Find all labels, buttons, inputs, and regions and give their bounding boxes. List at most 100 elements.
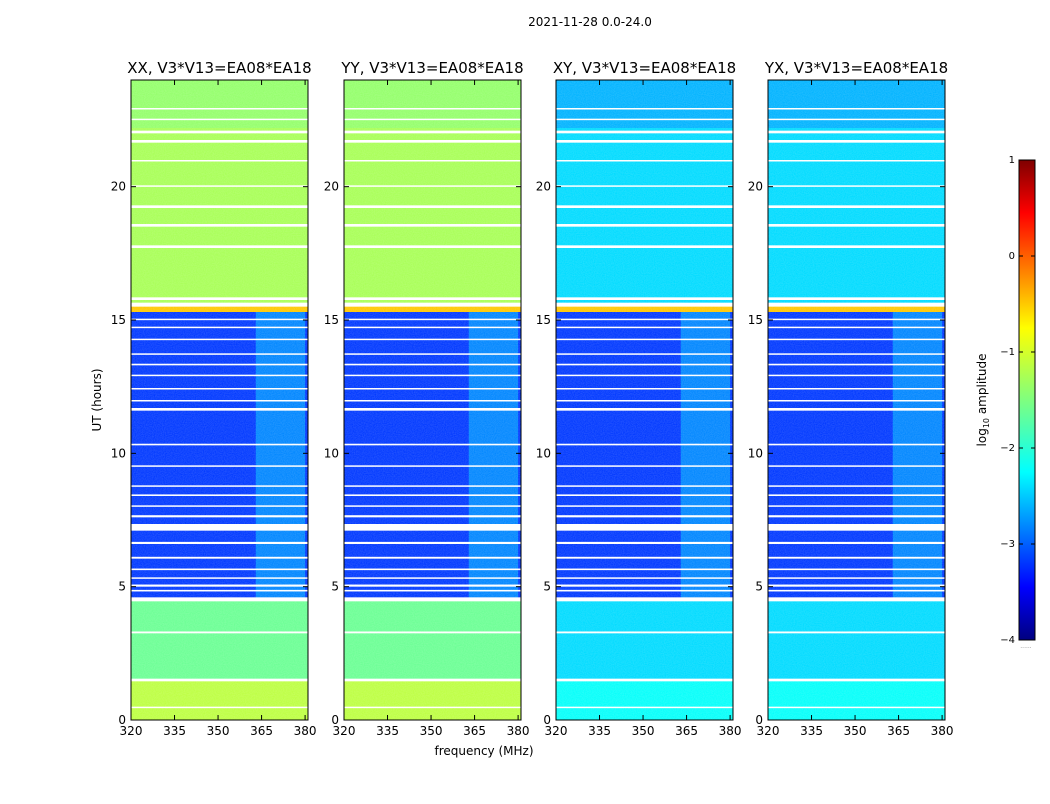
y-tick-label: 20 xyxy=(748,180,763,194)
flagged-row xyxy=(768,353,945,355)
flagged-row xyxy=(768,408,945,411)
panel-title: YY, V3*V13=EA08*EA18 xyxy=(340,59,523,77)
flagged-row xyxy=(344,584,521,587)
flagged-row xyxy=(131,706,308,709)
colorbar-tick-label: 0 xyxy=(1009,251,1015,262)
flagged-row xyxy=(768,302,945,307)
x-tick-label: 320 xyxy=(757,724,780,738)
y-tick-label: 0 xyxy=(543,713,551,727)
y-tick-label: 15 xyxy=(748,313,763,327)
flagged-row xyxy=(768,631,945,634)
flagged-row xyxy=(768,584,945,587)
flagged-row xyxy=(344,302,521,307)
flagged-row xyxy=(556,408,733,411)
flagged-row xyxy=(344,326,521,329)
x-tick-label: 335 xyxy=(800,724,823,738)
x-tick-label: 320 xyxy=(120,724,143,738)
flagged-row xyxy=(768,205,945,208)
y-tick-label: 5 xyxy=(755,580,763,594)
flagged-row xyxy=(131,597,308,602)
flagged-row xyxy=(131,589,308,592)
panel-2: YY, V3*V13=EA08*EA18 320 335 350 365 380 0 5 10 1… xyxy=(324,59,530,738)
flagged-row xyxy=(768,505,945,507)
flagged-row xyxy=(344,318,521,321)
flagged-row xyxy=(556,465,733,467)
flagged-row xyxy=(131,400,308,402)
colorbar-tick-label: −4 xyxy=(1000,635,1015,646)
flagged-row xyxy=(768,363,945,366)
flagged-row xyxy=(768,140,945,143)
x-tick-label: 365 xyxy=(675,724,698,738)
flagged-row xyxy=(768,678,945,682)
flagged-row xyxy=(344,589,521,592)
flagged-row xyxy=(131,577,308,579)
flagged-row xyxy=(131,631,308,634)
panel-4: YX, V3*V13=EA08*EA18 320 335 350 365 380 0 5 10 1… xyxy=(748,59,954,738)
y-tick-label: 0 xyxy=(118,713,126,727)
flagged-row xyxy=(344,597,521,602)
flagged-row xyxy=(556,374,733,377)
colorbar-ticks: −4 −3 −2 −1 0 1 xyxy=(1000,155,1035,646)
flagged-row xyxy=(131,524,308,531)
flagged-row xyxy=(131,465,308,467)
flagged-row xyxy=(768,589,945,592)
y-tick-label: 15 xyxy=(324,313,339,327)
y-tick-label: 5 xyxy=(118,580,126,594)
flagged-row xyxy=(768,485,945,487)
flagged-row xyxy=(556,577,733,579)
y-tick-label: 10 xyxy=(748,446,763,460)
flagged-row xyxy=(556,584,733,587)
flagged-row xyxy=(768,297,945,300)
flagged-row xyxy=(344,408,521,411)
flagged-row xyxy=(131,505,308,507)
flagged-row xyxy=(344,185,521,187)
panel-frame xyxy=(767,79,946,721)
flagged-row xyxy=(768,597,945,602)
flagged-row xyxy=(131,374,308,377)
flagged-row xyxy=(131,353,308,355)
flagged-row xyxy=(344,363,521,366)
flagged-row xyxy=(131,443,308,446)
flagged-row xyxy=(556,185,733,187)
flagged-row xyxy=(344,631,521,634)
panel-title: XY, V3*V13=EA08*EA18 xyxy=(553,59,736,77)
flagged-row xyxy=(768,524,945,531)
y-tick-label: 20 xyxy=(111,180,126,194)
flagged-row xyxy=(344,130,521,134)
flagged-row xyxy=(131,408,308,411)
figure-suptitle: 2021-11-28 0.0-24.0 xyxy=(528,15,652,29)
panel-title: XX, V3*V13=EA08*EA18 xyxy=(127,59,311,77)
flagged-row xyxy=(556,443,733,446)
flagged-row xyxy=(131,108,308,110)
flagged-row xyxy=(556,597,733,602)
panel-frame xyxy=(343,79,522,721)
x-tick-label: 320 xyxy=(333,724,356,738)
flagged-row xyxy=(344,678,521,682)
colorbar-tick-label: −2 xyxy=(1000,443,1015,454)
flagged-row xyxy=(556,205,733,208)
flagged-row xyxy=(344,706,521,709)
flagged-row xyxy=(131,245,308,248)
flagged-row xyxy=(556,245,733,248)
flagged-row xyxy=(131,185,308,187)
flagged-row xyxy=(344,338,521,341)
colorbar-bottom-note: ...... xyxy=(1020,643,1032,650)
flagged-row xyxy=(768,568,945,571)
y-tick-label: 10 xyxy=(324,446,339,460)
flagged-row xyxy=(556,524,733,531)
x-tick-label: 380 xyxy=(294,724,317,738)
flagged-row xyxy=(556,388,733,390)
flagged-row xyxy=(344,556,521,559)
x-axis-label: frequency (MHz) xyxy=(434,744,533,758)
x-tick-label: 350 xyxy=(632,724,655,738)
x-tick-label: 365 xyxy=(250,724,273,738)
x-tick-label: 380 xyxy=(719,724,742,738)
flagged-row xyxy=(131,160,308,162)
flagged-row xyxy=(556,326,733,329)
flagged-row xyxy=(344,485,521,487)
flagged-row xyxy=(556,706,733,709)
panel-image xyxy=(768,80,945,720)
flagged-row xyxy=(131,541,308,544)
flagged-row xyxy=(344,568,521,571)
flagged-row xyxy=(131,130,308,134)
